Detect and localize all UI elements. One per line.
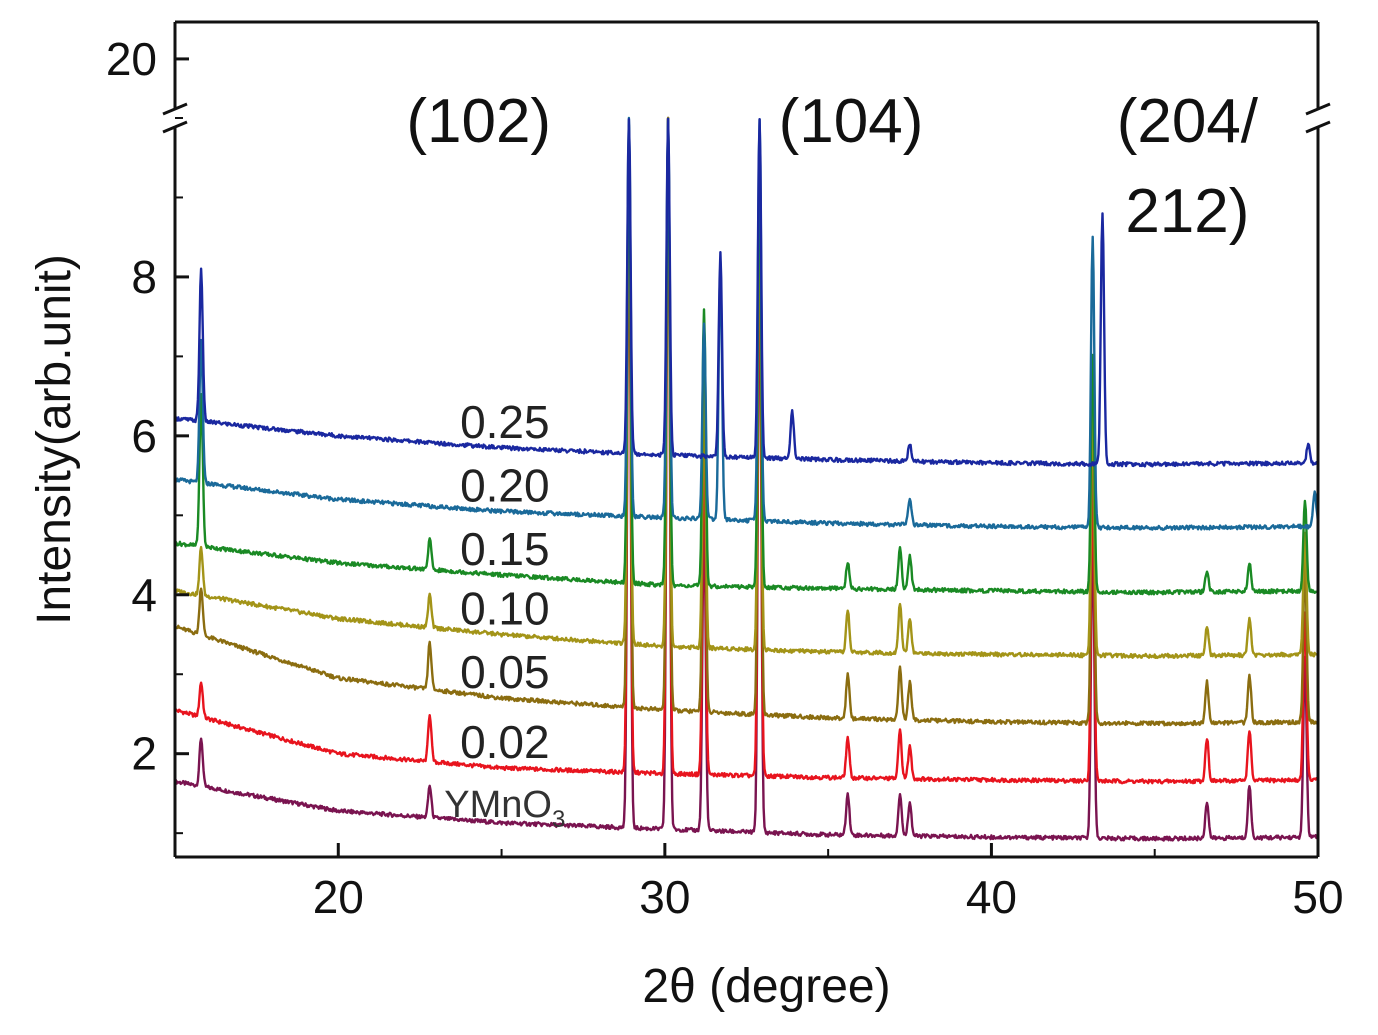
- x-tick-label: 30: [639, 871, 690, 923]
- series-line-ymno: [173, 117, 1319, 842]
- axes-layer: [162, 20, 1331, 859]
- x-tick-label: 50: [1292, 871, 1343, 923]
- peak-annotation: (104): [779, 87, 924, 156]
- series-line-0-10: [174, 116, 1320, 660]
- series-line-0-15: [173, 118, 1320, 596]
- y-tick-label: 4: [131, 569, 157, 621]
- series-label-text: YMnO: [444, 784, 552, 826]
- axis-break-mark: [1305, 102, 1331, 116]
- series-line-0-02: [173, 116, 1319, 785]
- x-tick-label: 20: [313, 871, 364, 923]
- x-tick-label: 40: [966, 871, 1017, 923]
- axis-break-mark: [162, 102, 188, 116]
- series-label: 0.15: [460, 523, 550, 575]
- series-label: YMnO3: [444, 784, 565, 833]
- y-axis-title: Intensity(arb.unit): [28, 254, 81, 625]
- series-label-text: 0.25: [460, 396, 550, 448]
- series-label-subscript: 3: [552, 806, 565, 833]
- series-layer: [173, 116, 1320, 842]
- axis-break-mark: [162, 120, 188, 134]
- series-label-text: 0.20: [460, 459, 550, 511]
- y-tick-label: 8: [131, 251, 157, 303]
- series-label-text: 0.05: [460, 646, 550, 698]
- series-label-text: 0.02: [460, 716, 550, 768]
- peak-annotation: 212): [1125, 177, 1249, 246]
- peak-annotation: (102): [406, 87, 551, 156]
- x-axis-title: 2θ (degree): [642, 960, 890, 1013]
- series-line-0-25: [174, 117, 1320, 468]
- series-label: 0.25: [460, 396, 550, 448]
- label-layer: 20 30 40 50 2 4 6 8 20 2θ (degree) Intensity(arb.u…: [28, 33, 1344, 1013]
- series-line-0-20: [174, 116, 1320, 531]
- series-line-0-05: [174, 116, 1319, 727]
- series-label: 0.02: [460, 716, 550, 768]
- series-label: 0.20: [460, 459, 550, 511]
- series-label-text: 0.10: [460, 583, 550, 635]
- y-tick-label: 20: [106, 33, 157, 85]
- series-label: 0.05: [460, 646, 550, 698]
- axis-break-mark: [1305, 120, 1331, 134]
- y-tick-label: 6: [131, 410, 157, 462]
- peak-annotation: (204/: [1117, 87, 1259, 156]
- y-tick-label: 2: [131, 728, 157, 780]
- series-label: 0.10: [460, 583, 550, 635]
- series-label-text: 0.15: [460, 523, 550, 575]
